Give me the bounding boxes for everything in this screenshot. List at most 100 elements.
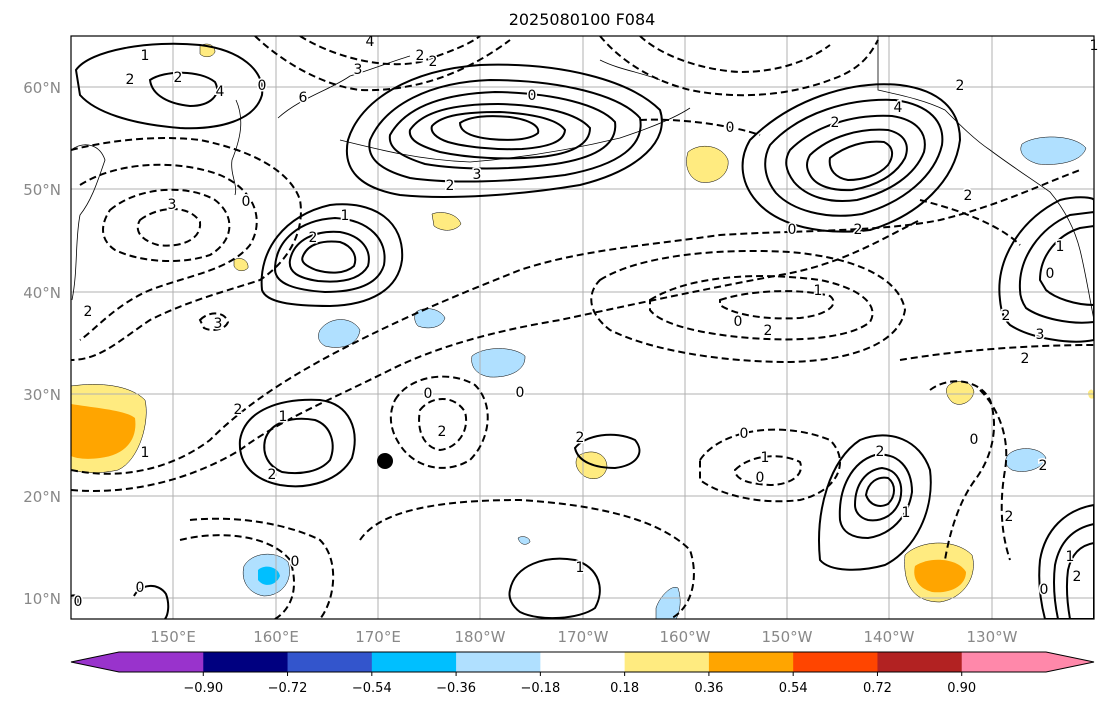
contour-label: 0 xyxy=(242,194,251,210)
contour-label: 0 xyxy=(970,432,979,448)
lat-label: 20°N xyxy=(23,488,61,506)
negative-anomaly-core xyxy=(258,566,280,585)
contour-label: 2 xyxy=(1073,569,1082,585)
contour-label: 1 xyxy=(141,445,150,461)
contour-line xyxy=(238,398,356,488)
contour-line xyxy=(741,83,962,233)
contour-line xyxy=(430,110,567,151)
lat-label: 10°N xyxy=(23,590,61,608)
contour-label: 1 xyxy=(279,409,288,425)
contour-line xyxy=(359,498,695,619)
lon-label: 180°W xyxy=(455,628,506,646)
contour-line xyxy=(136,208,202,247)
contour-label: 4 xyxy=(894,100,903,116)
latitude-labels: 60°N 50°N 40°N 30°N 20°N 10°N xyxy=(23,79,61,608)
contour-label: 1 xyxy=(141,48,150,64)
contour-line xyxy=(818,434,932,571)
colorbar-swatch xyxy=(119,652,204,672)
contour-label: 2 xyxy=(854,222,863,238)
colorbar-swatch xyxy=(877,652,963,672)
contour-line xyxy=(1018,210,1094,324)
contour-label: 2 xyxy=(956,78,965,94)
contour-line xyxy=(599,36,879,97)
contour-line xyxy=(263,417,334,475)
coastline-asia xyxy=(71,144,106,301)
contour-line xyxy=(1065,541,1094,619)
location-marker xyxy=(377,453,393,469)
contour-line xyxy=(179,534,295,619)
contour-label: 1 xyxy=(1066,549,1075,565)
negative-anomaly-area xyxy=(471,348,526,378)
longitude-labels: 150°E 160°E 170°E 180°W 170°W 160°W 150°… xyxy=(150,628,1017,646)
contour-line xyxy=(899,344,1094,361)
colorbar-tick-label: −0.90 xyxy=(183,681,223,696)
contour-label: 2 xyxy=(438,424,447,440)
contour-line xyxy=(79,163,258,341)
colorbar-extend-low xyxy=(71,652,119,672)
contour-line xyxy=(1053,522,1094,619)
contour-label: 0 xyxy=(756,470,765,486)
contour-label: 0 xyxy=(291,554,300,570)
contour-line xyxy=(389,375,489,469)
contour-label: 2 xyxy=(764,323,773,339)
contour-line xyxy=(806,128,908,192)
contour-label: 1 xyxy=(341,208,350,224)
lon-label: 160°E xyxy=(253,628,299,646)
contour-line xyxy=(639,118,761,136)
contour-line xyxy=(853,466,903,522)
contour-line xyxy=(254,36,511,92)
colorbar-swatch xyxy=(456,652,541,672)
contour-label: 2 xyxy=(831,115,840,131)
lon-label: 150°E xyxy=(150,628,196,646)
colorbar-extend-high xyxy=(1046,652,1094,672)
contour-label: 0 xyxy=(528,88,537,104)
contour-label: 1 xyxy=(1056,239,1065,255)
colorbar-tick-label: −0.36 xyxy=(436,681,476,696)
contour-line xyxy=(301,240,357,274)
negative-anomaly-area xyxy=(655,586,681,619)
contour-line xyxy=(719,290,835,320)
coastline-north-america xyxy=(877,36,1094,321)
negative-contours xyxy=(71,36,1094,619)
colorbar-tick-label: 0.90 xyxy=(947,681,976,696)
contour-line xyxy=(133,585,170,619)
contour-line xyxy=(273,216,386,294)
contour-label: 2 xyxy=(84,304,93,320)
contour-line xyxy=(260,203,404,308)
contour-line xyxy=(979,389,1011,561)
contour-line xyxy=(1038,224,1094,307)
contour-label: 0 xyxy=(136,580,145,596)
contour-label: 2 xyxy=(1005,509,1014,525)
colorbar-tick-label: 0.36 xyxy=(694,681,723,696)
contour-label: 0 xyxy=(424,386,433,402)
contour-line xyxy=(388,90,617,170)
contour-line xyxy=(838,453,914,540)
contour-label: 1 xyxy=(902,505,911,521)
contour-line xyxy=(288,230,370,283)
contour-label: 0 xyxy=(1040,582,1049,598)
coastlines xyxy=(71,36,1094,321)
contour-line xyxy=(198,312,230,331)
contour-label: 2 xyxy=(1039,458,1048,474)
contour-label: 0 xyxy=(740,426,749,442)
colorbar-tick-label: −0.72 xyxy=(268,681,308,696)
lat-label: 40°N xyxy=(23,284,61,302)
contour-line xyxy=(71,594,80,605)
contour-label: 0 xyxy=(788,222,797,238)
contour-line xyxy=(345,63,663,198)
contour-line xyxy=(919,199,1021,246)
contour-label: 0 xyxy=(258,78,267,94)
contour-label: 1 xyxy=(814,283,823,299)
colorbar-swatch xyxy=(708,652,794,672)
contour-line xyxy=(649,275,874,341)
contour-line xyxy=(408,102,592,160)
contour-label: 3 xyxy=(473,167,482,183)
contour-label: 2 xyxy=(126,72,135,88)
contour-line xyxy=(508,557,601,619)
contour-label: 3 xyxy=(354,62,363,78)
map-title: 2025080100 F084 xyxy=(509,10,656,29)
contour-label: 0 xyxy=(1046,266,1055,282)
contour-label: 2 xyxy=(174,70,183,86)
contour-label: 6 xyxy=(299,90,308,106)
contour-line xyxy=(368,78,642,183)
